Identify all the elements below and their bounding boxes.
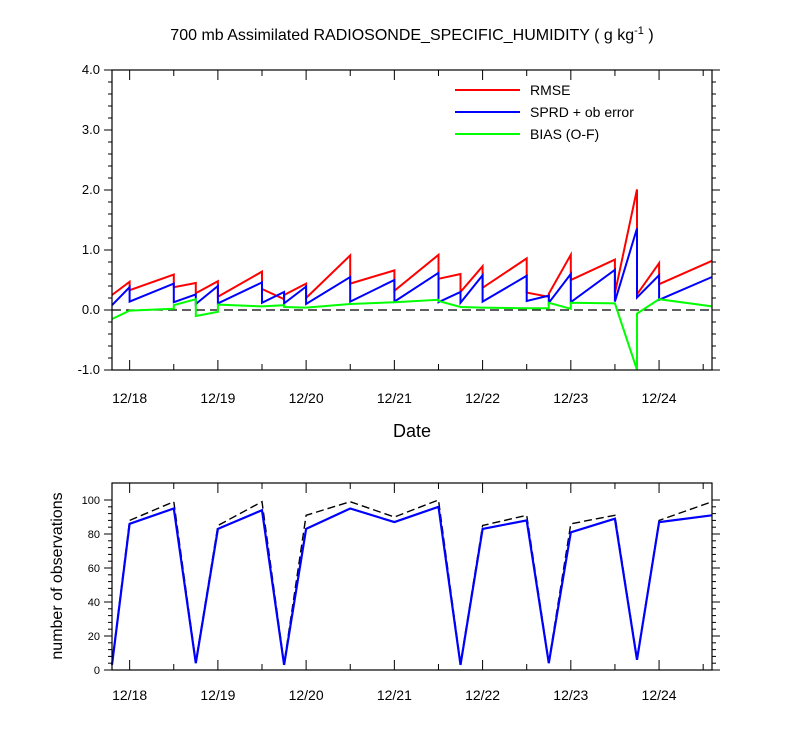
series-line-assimilated <box>110 505 713 666</box>
bottom-series <box>110 499 713 666</box>
top-series <box>111 189 713 371</box>
chart-title: 700 mb Assimilated RADIOSONDE_SPECIFIC_H… <box>170 25 653 44</box>
x-tick-label: 12/21 <box>377 390 412 406</box>
x-tick-label: 12/18 <box>112 390 147 406</box>
legend: RMSE SPRD + ob error BIAS (O-F) <box>455 82 634 142</box>
x-tick-label: 12/19 <box>200 687 235 703</box>
series-line-possible <box>111 499 713 664</box>
y-tick-label: 1.0 <box>82 242 100 257</box>
y-tick-label: 3.0 <box>82 122 100 137</box>
bottom-plot-frame <box>111 482 713 671</box>
y-tick-label: 4.0 <box>82 62 100 77</box>
bottom-ticks: 12/18 12/19 12/20 12/21 12/22 12/23 12/24 0 20 40… <box>82 483 720 703</box>
x-tick-label: 12/20 <box>289 390 324 406</box>
x-tick-label: 12/22 <box>465 687 500 703</box>
series-line-sprd-ob-error <box>111 228 713 307</box>
legend-label: BIAS (O-F) <box>530 126 599 142</box>
x-tick-label: 12/23 <box>553 390 588 406</box>
x-tick-label: 12/24 <box>642 687 677 703</box>
x-tick-label: 12/24 <box>642 390 677 406</box>
x-tick-label: 12/22 <box>465 390 500 406</box>
legend-label: SPRD + ob error <box>530 104 634 120</box>
bottom-panel: 12/18 12/19 12/20 12/21 12/22 12/23 12/24 0 20 40… <box>49 482 720 703</box>
x-tick-label: 12/18 <box>112 687 147 703</box>
y-tick-label: 0 <box>94 665 100 677</box>
series-line-bias-o-f <box>111 297 713 371</box>
x-tick-label: 12/21 <box>377 687 412 703</box>
y-tick-label: 20 <box>88 631 100 643</box>
x-tick-label: 12/20 <box>289 687 324 703</box>
legend-label: RMSE <box>530 82 570 98</box>
chart-title-end: ) <box>644 27 654 44</box>
top-plot-frame <box>111 69 713 371</box>
y-tick-label: 60 <box>88 563 100 575</box>
x-tick-label: 12/23 <box>553 687 588 703</box>
chart-title-text: 700 mb Assimilated RADIOSONDE_SPECIFIC_H… <box>170 27 634 44</box>
y-tick-label: 0.0 <box>82 302 100 317</box>
y-tick-label: 2.0 <box>82 182 100 197</box>
y-tick-label: 40 <box>88 597 100 609</box>
y-tick-label: -1.0 <box>78 362 100 377</box>
y-tick-label: 100 <box>82 495 100 507</box>
chart-title-superscript: -1 <box>634 25 644 37</box>
y-tick-label: 80 <box>88 529 100 541</box>
x-tick-label: 12/19 <box>200 390 235 406</box>
top-ticks: 12/18 12/19 12/20 12/21 12/22 12/23 12/24 -1.0 0… <box>78 62 720 406</box>
x-axis-label: Date <box>393 421 431 441</box>
top-panel: 12/18 12/19 12/20 12/21 12/22 12/23 12/24 -1.0 0… <box>78 62 720 441</box>
series-line-rmse <box>111 189 713 301</box>
y-axis-label: number of observations <box>49 492 66 659</box>
